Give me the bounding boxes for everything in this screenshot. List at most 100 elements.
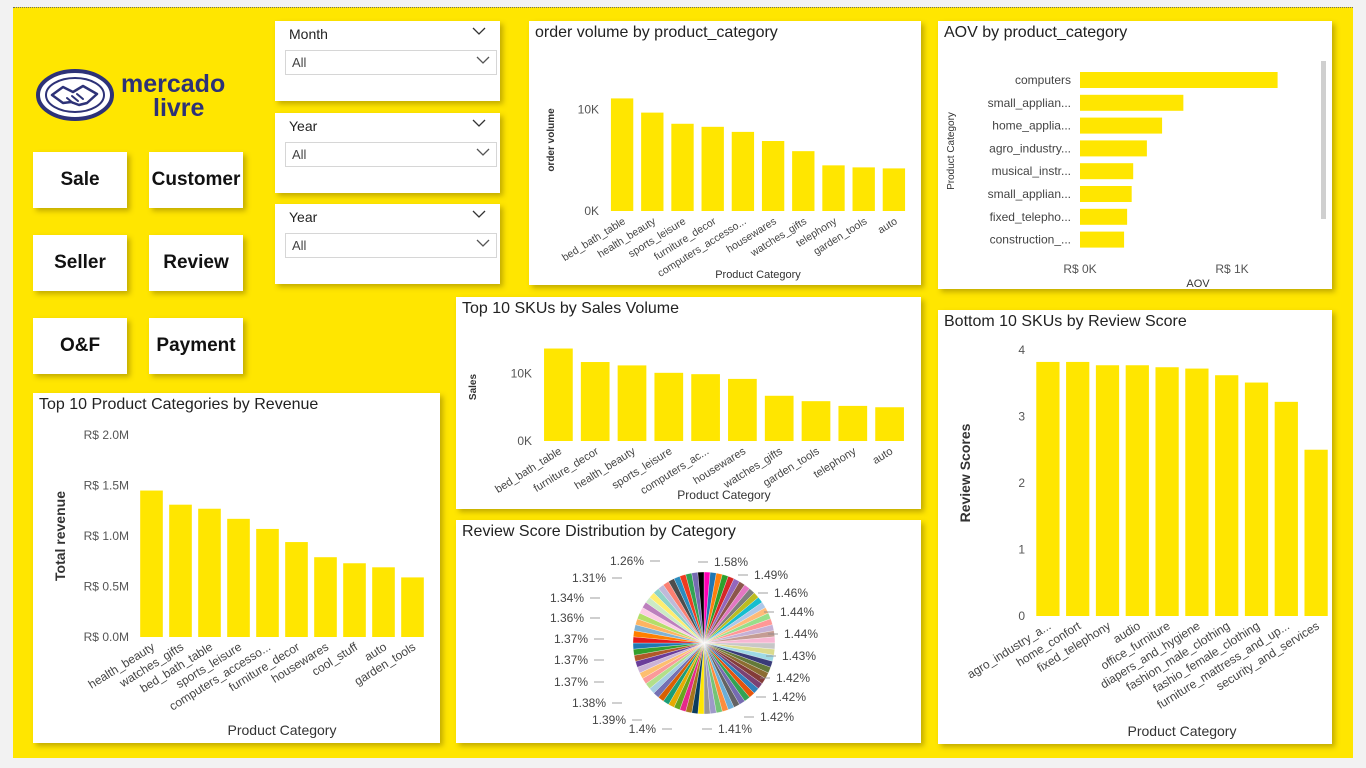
x-axis-label: AOV bbox=[1186, 278, 1210, 289]
bar bbox=[1215, 375, 1239, 616]
bar bbox=[1080, 94, 1184, 111]
bar bbox=[372, 567, 395, 637]
x-axis-label: Product Category bbox=[715, 269, 801, 281]
chevron-down-icon bbox=[476, 148, 490, 156]
chevron-down-icon[interactable] bbox=[472, 118, 486, 128]
chevron-down-icon bbox=[476, 239, 490, 247]
y-tick-label: small_applian... bbox=[988, 187, 1071, 201]
y-tick-label: R$ 1.0M bbox=[84, 529, 129, 543]
nav-button-seller[interactable]: Seller bbox=[33, 235, 127, 291]
bar bbox=[801, 401, 831, 441]
bar bbox=[1080, 186, 1132, 202]
y-tick-label: 4 bbox=[1018, 343, 1025, 357]
chart-title: Top 10 SKUs by Sales Volume bbox=[462, 300, 680, 317]
bar bbox=[1080, 72, 1278, 88]
slicer-dropdown[interactable]: All bbox=[285, 142, 497, 167]
nav-button-of[interactable]: O&F bbox=[33, 318, 127, 374]
slicer-label: Year bbox=[289, 209, 318, 225]
bar bbox=[1304, 449, 1328, 616]
slice-label: 1.36% bbox=[550, 611, 584, 625]
chart-title: AOV by product_category bbox=[944, 24, 1128, 41]
top-divider bbox=[13, 7, 1353, 8]
bar bbox=[1036, 361, 1060, 616]
x-axis-label: Product Category bbox=[1128, 723, 1237, 739]
slice-label: 1.31% bbox=[572, 571, 606, 585]
bottom-review-svg: 01234agro_industry_a...home_confortfixed… bbox=[957, 343, 1328, 739]
bar bbox=[838, 405, 868, 441]
bar bbox=[227, 518, 250, 637]
x-axis-label: Product Category bbox=[228, 722, 337, 738]
logo-line1: mercado bbox=[121, 70, 225, 98]
bar bbox=[544, 348, 573, 441]
bar bbox=[822, 165, 845, 211]
order-volume-chart: order volume by product_category 0K 10K be… bbox=[529, 21, 921, 285]
slicer-value: All bbox=[292, 238, 307, 253]
scrollbar-thumb bbox=[1321, 61, 1326, 219]
x-tick-label: R$ 1K bbox=[1215, 262, 1248, 276]
slice-label: 1.37% bbox=[554, 653, 588, 667]
slice-label: 1.42% bbox=[776, 671, 810, 685]
nav-button-customer[interactable]: Customer bbox=[149, 152, 243, 208]
bar bbox=[691, 374, 720, 441]
bar bbox=[731, 131, 755, 211]
bar bbox=[1244, 382, 1269, 616]
chart-title: Bottom 10 SKUs by Review Score bbox=[944, 313, 1187, 330]
slice-label: 1.41% bbox=[718, 722, 752, 736]
chevron-down-icon[interactable] bbox=[472, 209, 486, 219]
slice-label: 1.42% bbox=[772, 690, 806, 704]
y-tick-label: R$ 0.0M bbox=[84, 630, 129, 644]
chart-title: Review Score Distribution by Category bbox=[462, 523, 736, 540]
y-tick-label: R$ 0.5M bbox=[84, 580, 129, 594]
slicer-month: Month All bbox=[275, 21, 500, 101]
nav-button-payment[interactable]: Payment bbox=[149, 318, 243, 374]
slicer-year: Year All bbox=[275, 113, 500, 193]
slicer-dropdown[interactable]: All bbox=[285, 50, 497, 75]
x-axis-label: Product Category bbox=[677, 488, 770, 502]
bar bbox=[1080, 163, 1134, 180]
review-distribution-chart: Review Score Distribution by Category 1.… bbox=[456, 520, 921, 743]
slice-label: 1.44% bbox=[780, 605, 814, 619]
order-volume-svg: 0K10Kbed_bath_tablehealth_beautysports_l… bbox=[546, 98, 906, 281]
y-tick-label: 2 bbox=[1018, 476, 1025, 490]
bar bbox=[1155, 367, 1179, 616]
y-tick-label: R$ 2.0M bbox=[84, 428, 129, 442]
bar bbox=[1080, 117, 1163, 134]
y-tick-label: agro_industry... bbox=[989, 141, 1071, 155]
x-tick-label: telephony bbox=[812, 445, 859, 481]
y-tick-label: computers bbox=[1015, 73, 1071, 87]
slice-label: 1.42% bbox=[760, 710, 794, 724]
revenue-svg: R$ 0.0MR$ 0.5MR$ 1.0MR$ 1.5MR$ 2.0Mhealt… bbox=[52, 428, 424, 738]
bar bbox=[314, 557, 337, 637]
logo-line2: livre bbox=[153, 94, 205, 122]
slicer-year-2: Year All bbox=[275, 204, 500, 284]
bar bbox=[343, 563, 366, 637]
bar bbox=[617, 365, 647, 441]
y-axis-label: Review Scores bbox=[957, 423, 973, 522]
y-tick-label: home_applia... bbox=[992, 119, 1071, 133]
bar bbox=[1080, 140, 1147, 157]
bar bbox=[1080, 208, 1128, 225]
slicer-dropdown[interactable]: All bbox=[285, 233, 497, 258]
slice-label: 1.37% bbox=[554, 632, 588, 646]
bar bbox=[1066, 361, 1090, 616]
chevron-down-icon[interactable] bbox=[472, 26, 486, 36]
slice-label: 1.38% bbox=[572, 696, 606, 710]
bar bbox=[580, 362, 610, 441]
bar bbox=[875, 407, 904, 441]
y-tick-label: 0K bbox=[517, 434, 532, 448]
slice-label: 1.37% bbox=[554, 675, 588, 689]
y-tick-label: 0K bbox=[584, 204, 599, 218]
nav-button-review[interactable]: Review bbox=[149, 235, 243, 291]
bar bbox=[1125, 365, 1149, 616]
y-axis-label: Sales bbox=[468, 373, 479, 400]
revenue-chart: Top 10 Product Categories by Revenue R$ … bbox=[33, 393, 440, 743]
chart-title: Top 10 Product Categories by Revenue bbox=[39, 396, 319, 413]
y-tick-label: 3 bbox=[1018, 409, 1025, 423]
x-tick-label: auto bbox=[871, 445, 896, 467]
nav-button-sale[interactable]: Sale bbox=[33, 152, 127, 208]
y-axis-label: Total revenue bbox=[52, 491, 68, 581]
bar bbox=[610, 98, 634, 211]
handshake-icon: mercado livre bbox=[36, 69, 225, 122]
y-tick-label: construction_... bbox=[990, 233, 1071, 247]
slicer-value: All bbox=[292, 147, 307, 162]
